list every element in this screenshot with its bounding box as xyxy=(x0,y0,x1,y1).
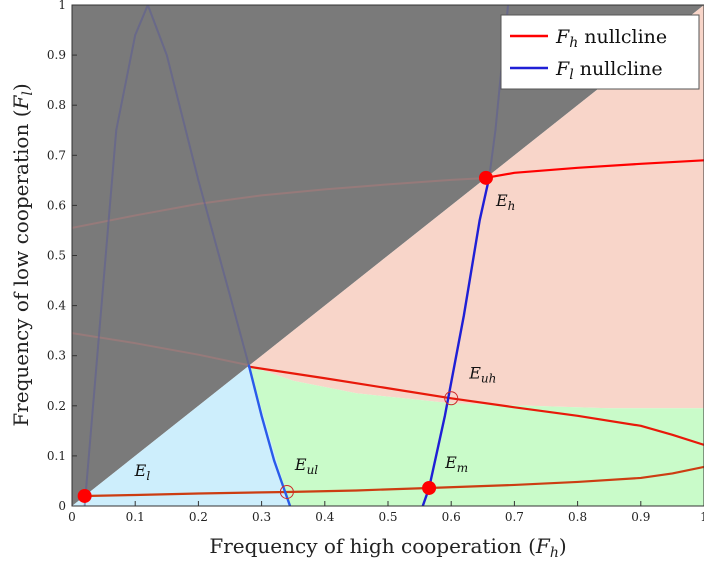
y-tick-label: 0.1 xyxy=(47,449,66,463)
equilibrium-e-m xyxy=(422,480,437,495)
x-tick-label: 0.8 xyxy=(568,510,587,524)
y-tick-label: 0.9 xyxy=(47,48,66,62)
y-axis-label: Frequency of low cooperation (Fl) xyxy=(9,83,36,426)
nullcline-Fl-left xyxy=(247,364,292,506)
x-tick-label: 1 xyxy=(700,510,704,524)
legend-box xyxy=(500,14,700,90)
y-tick-label: 0.3 xyxy=(47,349,66,363)
nullcline-Fh-upper-hidden xyxy=(72,176,491,229)
y-tick-label: 0.5 xyxy=(47,249,66,263)
y-tick-label: 0 xyxy=(58,499,66,513)
axis-ticks: 0 0.1 0.2 0.3 0.4 0.5 0.6 0.7 0.8 0.9 1 0 0.1 0.2 0.3 0… xyxy=(47,0,704,524)
x-tick-label: 0.2 xyxy=(189,510,208,524)
equilibrium-e-l xyxy=(77,488,92,503)
equilibrium-label-e-ul: Eul xyxy=(294,455,318,477)
equilibrium-label-e-l: El xyxy=(134,461,151,483)
x-tick-label: 0.9 xyxy=(631,510,650,524)
x-tick-label: 0.4 xyxy=(315,510,334,524)
y-tick-label: 0.8 xyxy=(47,98,66,112)
legend: Fh nullcline Fl nullcline xyxy=(500,14,700,90)
x-tick-label: 0.7 xyxy=(505,510,524,524)
equilibrium-e-h xyxy=(478,170,493,185)
nullcline-Fh-middle-hidden xyxy=(72,332,250,367)
y-tick-label: 0.4 xyxy=(47,299,66,313)
equilibrium-label-e-uh: Euh xyxy=(468,363,496,385)
x-tick-label: 0.3 xyxy=(252,510,271,524)
equilibrium-label-e-h: Eh xyxy=(495,191,515,213)
equilibrium-label-e-m: Em xyxy=(444,453,468,475)
x-tick-label: 0.1 xyxy=(126,510,145,524)
legend-label-fl: Fl nullcline xyxy=(555,58,663,83)
x-axis-label: Frequency of high cooperation (Fh) xyxy=(209,534,566,561)
equilibrium-e-uh xyxy=(444,391,459,406)
x-tick-label: 0.6 xyxy=(442,510,461,524)
region-3 xyxy=(248,365,704,506)
basin-regions xyxy=(72,5,704,506)
equilibrium-points: Eh Euh Em Eul El xyxy=(77,170,515,503)
y-tick-label: 0.7 xyxy=(47,148,66,162)
y-tick-label: 0.6 xyxy=(47,198,66,212)
y-tick-label: 1 xyxy=(58,0,66,12)
x-tick-label: 0.5 xyxy=(378,510,397,524)
x-tick-label: 0 xyxy=(68,510,76,524)
nullcline-Fl-left-hidden xyxy=(83,5,250,506)
region-1 xyxy=(248,5,704,409)
legend-label-fh: Fh nullcline xyxy=(555,26,667,51)
equilibrium-e-ul xyxy=(279,484,294,499)
nullcline-Fh-upper xyxy=(484,159,704,179)
region-2 xyxy=(72,365,291,506)
y-tick-label: 0.2 xyxy=(47,399,66,413)
nullcline-Fh-middle xyxy=(247,365,704,446)
